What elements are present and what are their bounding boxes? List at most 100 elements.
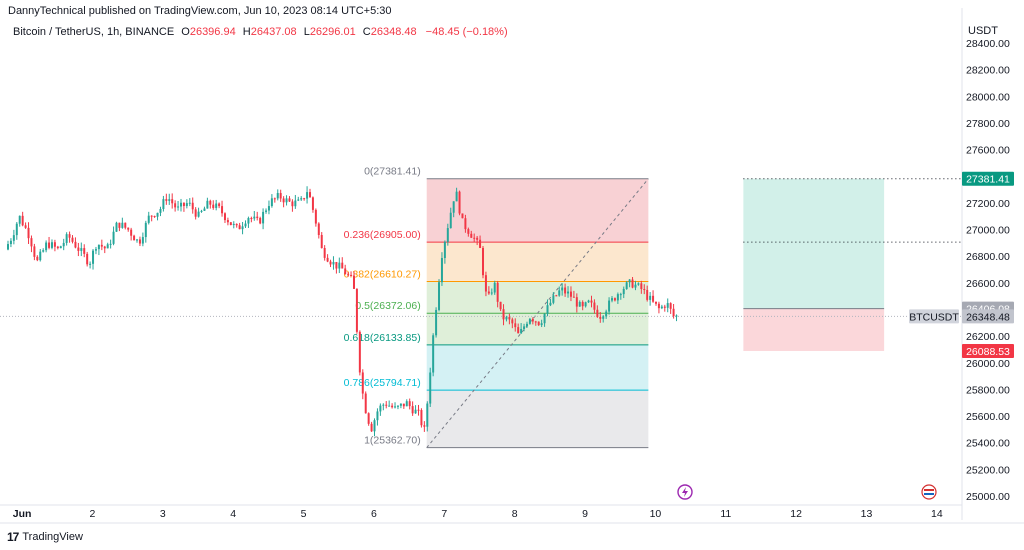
- candle-body[interactable]: [235, 223, 238, 226]
- candle-body[interactable]: [223, 213, 226, 221]
- candle-body[interactable]: [267, 206, 270, 211]
- candle-body[interactable]: [306, 192, 309, 199]
- candle-body[interactable]: [109, 243, 112, 245]
- candle-body[interactable]: [640, 283, 643, 290]
- candle-body[interactable]: [159, 208, 162, 213]
- candle-body[interactable]: [484, 275, 487, 292]
- candle-body[interactable]: [282, 198, 285, 203]
- candle-body[interactable]: [250, 218, 253, 220]
- candle-body[interactable]: [531, 318, 534, 322]
- fib-trend-line[interactable]: [426, 178, 649, 448]
- candle-body[interactable]: [569, 291, 572, 297]
- candle-body[interactable]: [599, 316, 602, 319]
- candle-body[interactable]: [200, 210, 203, 212]
- candle-body[interactable]: [452, 201, 455, 213]
- candle-body[interactable]: [385, 404, 388, 406]
- candle-body[interactable]: [42, 250, 45, 252]
- legend-symbol[interactable]: Bitcoin / TetherUS, 1h, BINANCE: [13, 26, 175, 38]
- candle-body[interactable]: [482, 247, 484, 276]
- candle-body[interactable]: [408, 401, 411, 407]
- candle-body[interactable]: [376, 411, 379, 421]
- candle-body[interactable]: [537, 321, 540, 326]
- candle-body[interactable]: [637, 283, 640, 285]
- candle-body[interactable]: [675, 315, 678, 317]
- candle-body[interactable]: [332, 261, 335, 265]
- candle-body[interactable]: [174, 203, 177, 208]
- candle-body[interactable]: [80, 248, 83, 251]
- candle-body[interactable]: [487, 291, 490, 294]
- candle-body[interactable]: [672, 308, 675, 317]
- candle-body[interactable]: [179, 202, 182, 207]
- candle-body[interactable]: [273, 198, 276, 200]
- candle-body[interactable]: [259, 217, 262, 224]
- candle-body[interactable]: [341, 262, 344, 269]
- candle-body[interactable]: [429, 372, 432, 404]
- candle-body[interactable]: [634, 284, 637, 288]
- candle-body[interactable]: [405, 401, 408, 407]
- candle-body[interactable]: [320, 234, 323, 249]
- candle-body[interactable]: [358, 331, 361, 373]
- candle-body[interactable]: [611, 298, 614, 301]
- candle-body[interactable]: [631, 279, 634, 288]
- candle-body[interactable]: [229, 222, 232, 226]
- candle-body[interactable]: [300, 198, 303, 200]
- candle-body[interactable]: [514, 323, 517, 328]
- candle-body[interactable]: [303, 198, 306, 200]
- candle-body[interactable]: [584, 302, 587, 307]
- candle-body[interactable]: [461, 213, 464, 219]
- candle-body[interactable]: [185, 203, 188, 207]
- candle-body[interactable]: [265, 210, 268, 212]
- candle-body[interactable]: [59, 246, 62, 249]
- candle-body[interactable]: [590, 300, 593, 303]
- candle-body[interactable]: [370, 423, 373, 432]
- candle-body[interactable]: [338, 262, 341, 269]
- candle-body[interactable]: [89, 263, 92, 265]
- candle-body[interactable]: [649, 295, 652, 300]
- candle-body[interactable]: [206, 200, 209, 209]
- candle-body[interactable]: [367, 413, 370, 424]
- candle-body[interactable]: [476, 237, 479, 240]
- candle-body[interactable]: [182, 202, 185, 207]
- candle-body[interactable]: [355, 288, 358, 332]
- candle-body[interactable]: [350, 274, 353, 276]
- candle-body[interactable]: [238, 225, 241, 230]
- candle-body[interactable]: [654, 301, 657, 304]
- candle-body[interactable]: [270, 198, 273, 207]
- candle-body[interactable]: [587, 300, 590, 303]
- candle-body[interactable]: [203, 208, 206, 211]
- candle-body[interactable]: [663, 306, 666, 308]
- candle-body[interactable]: [279, 193, 282, 199]
- position-profit-zone[interactable]: [743, 178, 885, 309]
- candle-body[interactable]: [344, 268, 347, 275]
- candle-body[interactable]: [21, 215, 24, 226]
- candle-body[interactable]: [103, 246, 106, 249]
- candle-body[interactable]: [127, 227, 130, 230]
- tradingview-logo[interactable]: 17 TradingView: [7, 530, 83, 544]
- candle-body[interactable]: [56, 246, 59, 249]
- candle-body[interactable]: [622, 288, 625, 295]
- candle-body[interactable]: [86, 253, 89, 265]
- candle-body[interactable]: [15, 223, 18, 236]
- candle-body[interactable]: [215, 203, 218, 208]
- candle-body[interactable]: [39, 251, 42, 261]
- candle-body[interactable]: [329, 261, 332, 265]
- candle-body[interactable]: [619, 294, 622, 296]
- candle-body[interactable]: [546, 305, 549, 314]
- candle-body[interactable]: [136, 239, 139, 241]
- candle-body[interactable]: [317, 223, 320, 235]
- candle-body[interactable]: [581, 301, 584, 307]
- candle-body[interactable]: [558, 290, 561, 296]
- candle-body[interactable]: [133, 235, 136, 241]
- candle-body[interactable]: [652, 295, 655, 302]
- us-flag-event-icon[interactable]: [921, 484, 937, 500]
- candle-body[interactable]: [18, 215, 21, 224]
- candle-body[interactable]: [77, 247, 80, 251]
- candle-body[interactable]: [417, 409, 420, 411]
- position-stop-zone[interactable]: [743, 308, 885, 351]
- candle-body[interactable]: [191, 202, 194, 210]
- candle-body[interactable]: [232, 223, 235, 226]
- candle-body[interactable]: [244, 223, 247, 227]
- candle-body[interactable]: [391, 405, 394, 408]
- candle-body[interactable]: [402, 403, 405, 407]
- candle-body[interactable]: [7, 244, 9, 250]
